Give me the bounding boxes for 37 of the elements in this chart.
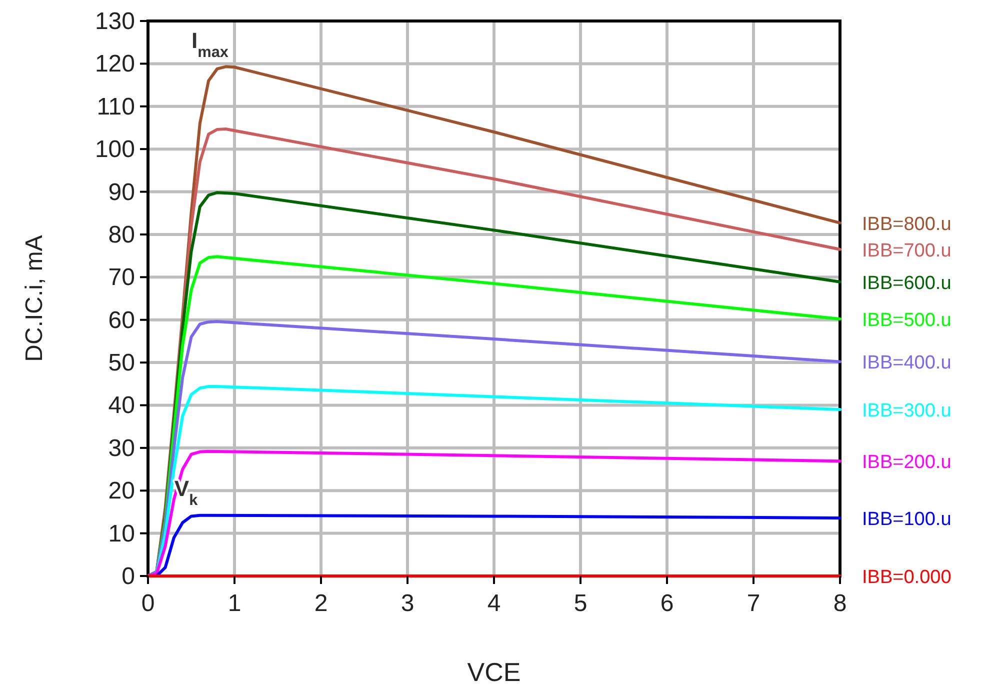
series-label: IBB=200.u (862, 452, 952, 474)
x-tick-label: 3 (400, 590, 414, 617)
y-tick-label: 110 (96, 93, 135, 120)
series-label: IBB=100.u (862, 508, 952, 530)
y-tick-label: 40 (108, 392, 135, 420)
y-tick-label: 120 (94, 50, 135, 78)
series-label: IBB=700.u (862, 240, 952, 262)
x-tick-label: 1 (228, 590, 242, 617)
line-series (146, 320, 842, 578)
x-tick-label: 6 (660, 590, 674, 617)
y-axis-title: DC.IC.i, mA (21, 235, 48, 362)
y-tick-label: 30 (108, 434, 135, 462)
series-label: IBB=0.000 (862, 567, 952, 588)
x-tick-label: 0 (141, 590, 155, 617)
y-tick-label: 90 (108, 178, 135, 206)
x-tick-label: 5 (574, 590, 588, 617)
series-label: IBB=600.u (862, 272, 952, 294)
line-series (146, 450, 842, 578)
y-tick-label: 130 (94, 8, 135, 35)
x-axis-title: VCE (467, 657, 521, 687)
series-label: IBB=300.u (862, 400, 952, 422)
x-tick-label: 8 (833, 590, 847, 617)
x-tick-label: 4 (487, 590, 501, 617)
series-label: IBB=800.u (862, 214, 952, 235)
y-tick-label: 70 (108, 264, 135, 292)
y-tick-label: 50 (108, 350, 135, 377)
annotation: I$_{max}$ (192, 28, 229, 60)
y-tick-label: 100 (94, 136, 135, 164)
x-tick-label: 7 (746, 590, 760, 617)
x-tick-label: 2 (314, 590, 328, 617)
y-tick-label: 10 (108, 520, 135, 548)
series-label: IBB=400.u (862, 352, 952, 374)
series-label: IBB=500.u (862, 310, 952, 331)
y-tick-label: 80 (108, 221, 135, 248)
y-tick-label: 60 (108, 306, 135, 334)
y-tick-label: 20 (108, 478, 135, 505)
y-tick-label: 0 (122, 563, 135, 590)
